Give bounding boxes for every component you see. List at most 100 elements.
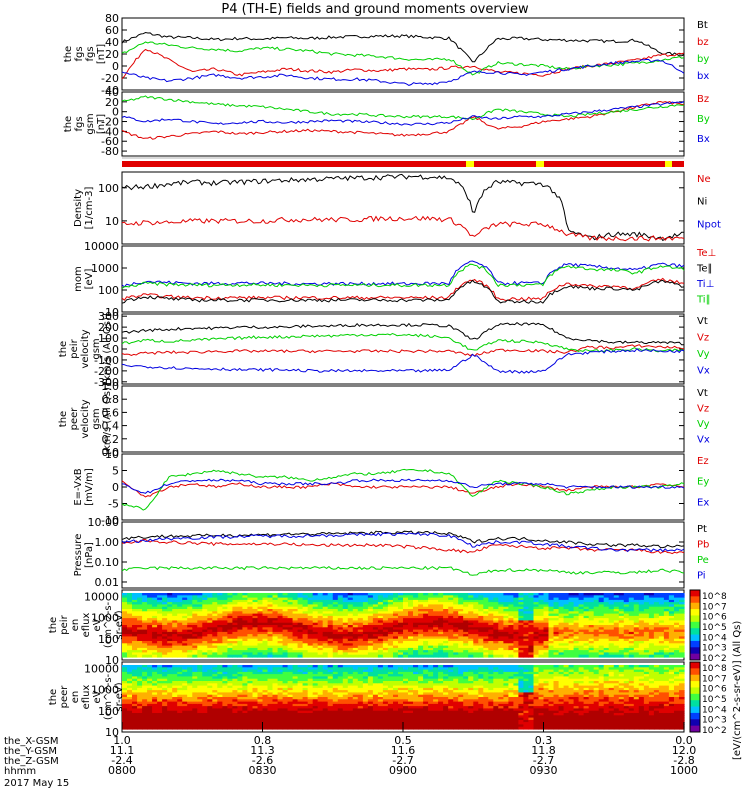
heatmap-cell [518,604,524,608]
heatmap-cell [337,715,344,719]
heatmap-cell [292,650,299,653]
heatmap-cell [352,625,359,628]
heatmap-cell [327,593,334,596]
heatmap-cell [237,683,243,687]
heatmap-cell [513,647,519,651]
heatmap-cell [648,645,655,649]
heatmap-cell [423,631,429,635]
heatmap-cell [648,611,655,615]
heatmap-cell [137,685,143,689]
heatmap-cell [674,650,680,653]
heatmap-cell [327,634,334,637]
heatmap-cell [262,602,269,605]
heatmap-cell [287,692,294,696]
heatmap-cell [533,631,540,635]
heatmap-cell [142,631,148,635]
heatmap-cell [342,715,349,719]
heatmap-cell [327,599,334,603]
heatmap-cell [488,629,494,633]
heatmap-cell [262,627,269,631]
heatmap-cell [257,604,264,608]
heatmap-cell [588,599,595,603]
heatmap-cell [172,669,178,673]
heatmap-cell [292,683,299,687]
heatmap-cell [658,599,665,603]
heatmap-cell [653,611,660,615]
heatmap-cell [533,629,540,633]
heatmap-cell [438,611,444,615]
heatmap-cell [197,706,203,709]
heatmap-cell [337,667,344,671]
heatmap-cell [458,654,464,658]
heatmap-cell [352,710,359,714]
heatmap-cell [197,620,203,624]
heatmap-cell [428,634,434,637]
heatmap-cell [583,602,590,605]
heatmap-cell [252,671,259,675]
y-tick-label: 10.00 [88,516,120,529]
heatmap-cell [403,652,409,656]
heatmap-cell [613,611,620,615]
heatmap-cell [122,634,128,637]
heatmap-cell [337,692,344,696]
heatmap-cell [147,645,153,649]
heatmap-cell [162,645,168,649]
heatmap-cell [513,615,519,619]
heatmap-cell [483,613,489,617]
heatmap-cell [127,699,133,703]
heatmap-cell [478,606,484,610]
heatmap-cell [152,631,158,635]
heatmap-cell [357,604,364,608]
heatmap-cell [668,636,675,640]
heatmap-cell [513,631,519,635]
heatmap-cell [132,699,138,703]
heatmap-cell [387,641,394,644]
heatmap-cell [347,634,354,637]
y-tick-label: 100 [98,332,119,345]
heatmap-cell [387,620,394,624]
heatmap-cell [162,706,168,709]
heatmap-cell [267,620,274,624]
heatmap-cell [372,595,379,599]
heatmap-cell [347,622,354,626]
heatmap-cell [272,638,279,642]
heatmap-cell [453,593,459,596]
heatmap-cell [312,669,319,673]
heatmap-cell [212,699,218,703]
heatmap-cell [302,650,309,653]
heatmap-cell [372,625,379,628]
heatmap-cell [252,636,259,640]
heatmap-cell [227,683,233,687]
heatmap-cell [478,627,484,631]
heatmap-cell [643,629,650,633]
heatmap-cell [398,645,404,649]
heatmap-cell [252,703,259,707]
heatmap-cell [352,724,359,728]
heatmap-cell [187,638,193,642]
heatmap-cell [242,645,248,649]
heatmap-cell [132,697,138,700]
heatmap-cell [272,652,279,656]
heatmap-cell [553,634,560,637]
heatmap-cell [177,719,183,723]
heatmap-cell [478,652,484,656]
heatmap-cell [377,667,384,671]
heatmap-cell [262,611,269,615]
heatmap-cell [663,654,670,658]
heatmap-cell [217,631,223,635]
heatmap-cell [147,652,153,656]
y-axis-label: peer [59,685,70,709]
heatmap-cell [252,627,259,631]
heatmap-cell [398,708,404,712]
heatmap-cell [508,597,514,601]
heatmap-cell [372,597,379,601]
heatmap-cell [122,710,128,714]
heatmap-cell [272,602,279,605]
heatmap-cell [307,593,314,596]
heatmap-cell [187,622,193,626]
heatmap-cell [257,629,264,633]
heatmap-cell [342,618,349,621]
heatmap-cell [377,634,384,637]
heatmap-cell [674,629,680,633]
heatmap-cell [337,641,344,644]
